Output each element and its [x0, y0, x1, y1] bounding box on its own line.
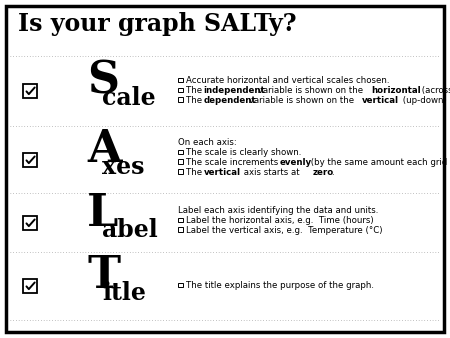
Bar — [23, 84, 37, 98]
Text: The scale is clearly shown.: The scale is clearly shown. — [185, 148, 301, 157]
Bar — [23, 153, 37, 167]
Text: dependent: dependent — [203, 96, 256, 105]
Bar — [178, 169, 183, 174]
Text: (up-down) axis.: (up-down) axis. — [400, 96, 450, 105]
Text: (by the same amount each grid box).: (by the same amount each grid box). — [308, 158, 450, 167]
Text: The scale increments: The scale increments — [185, 158, 280, 167]
Text: vertical: vertical — [203, 168, 240, 177]
Text: S: S — [87, 59, 119, 102]
Text: itle: itle — [102, 281, 146, 305]
Text: The title explains the purpose of the graph.: The title explains the purpose of the gr… — [185, 281, 374, 290]
Text: zero: zero — [313, 168, 334, 177]
Text: Label each axis identifying the data and units.: Label each axis identifying the data and… — [178, 206, 378, 215]
Bar — [178, 97, 183, 102]
Text: L: L — [87, 192, 118, 235]
Bar — [178, 218, 183, 222]
Text: independent: independent — [203, 86, 265, 95]
Text: Is your graph SALTy?: Is your graph SALTy? — [18, 12, 297, 36]
Text: T: T — [87, 255, 120, 297]
Text: variable is shown on the: variable is shown on the — [246, 96, 356, 105]
Text: axis starts at: axis starts at — [241, 168, 302, 177]
Text: The: The — [185, 86, 204, 95]
Bar — [178, 283, 183, 287]
Bar — [23, 216, 37, 230]
Bar — [178, 88, 183, 92]
Text: The: The — [185, 96, 204, 105]
Text: Label the vertical axis, e.g.  Temperature (°C): Label the vertical axis, e.g. Temperatur… — [185, 226, 382, 235]
Text: variable is shown on the: variable is shown on the — [255, 86, 366, 95]
Text: horizontal: horizontal — [372, 86, 421, 95]
Text: xes: xes — [102, 155, 144, 179]
Text: The: The — [185, 168, 204, 177]
Text: abel: abel — [102, 218, 158, 242]
Bar — [178, 150, 183, 154]
Text: .: . — [332, 168, 334, 177]
Text: On each axis:: On each axis: — [178, 138, 237, 147]
Bar — [178, 160, 183, 164]
Bar — [178, 78, 183, 82]
Bar — [23, 279, 37, 293]
Text: A: A — [87, 128, 122, 171]
Text: (across) axis.: (across) axis. — [418, 86, 450, 95]
Text: vertical: vertical — [362, 96, 399, 105]
Text: evenly: evenly — [279, 158, 312, 167]
Text: cale: cale — [102, 86, 156, 110]
Text: Label the horizontal axis, e.g.  Time (hours): Label the horizontal axis, e.g. Time (ho… — [185, 216, 373, 225]
Text: Accurate horizontal and vertical scales chosen.: Accurate horizontal and vertical scales … — [185, 76, 389, 85]
Bar — [178, 227, 183, 232]
